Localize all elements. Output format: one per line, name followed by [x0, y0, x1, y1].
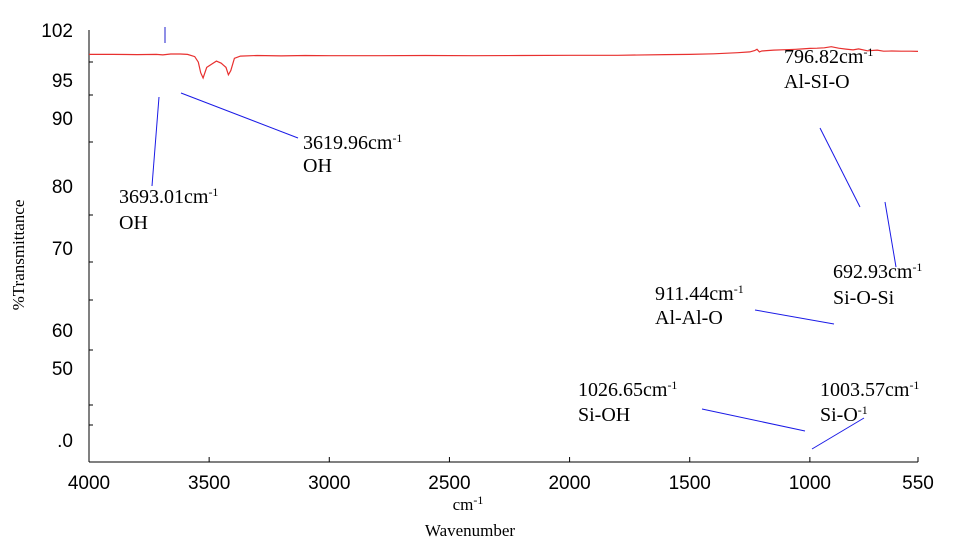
x-tick-label: 3000 [308, 473, 350, 494]
x-tick-label: 1000 [789, 473, 831, 494]
annotation-797-wavenumber: 796.82 [784, 46, 839, 68]
annotation-1027-sup: -1 [667, 378, 677, 392]
annotation-911-sup: -1 [734, 282, 744, 296]
y-tick-label: 70 [52, 239, 73, 260]
x-tick-label: 4000 [68, 473, 110, 494]
leader-3693 [151, 96, 160, 187]
y-tick-label: 50 [52, 359, 73, 380]
leader-1027 [701, 408, 806, 432]
annotation-693-assignment: Si-O-Si [833, 287, 895, 309]
leader-693 [884, 201, 897, 268]
annotation-1004-sup: -1 [909, 378, 919, 392]
annotation-693-unit: cm [888, 261, 913, 283]
x-ticks: 4000 3500 3000 2500 2000 1500 1000 550 [68, 457, 934, 494]
annotation-1027-unit: cm [643, 379, 668, 401]
annotation-3620-assignment: OH [303, 155, 332, 177]
annotation-693: 692.93cm-1 Si-O-Si [833, 254, 927, 309]
annotation-1004: 1003.57cm-1 Si-O-1 [820, 372, 924, 426]
annotation-1027: 1026.65cm-1 Si-OH [578, 372, 682, 426]
annotation-3693-sup: -1 [208, 185, 218, 199]
annotation-3693-assignment: OH [119, 212, 148, 234]
x-tick-label: 2500 [428, 473, 470, 494]
annotation-1027-assignment: Si-OH [578, 404, 630, 426]
y-tick-label: 60 [52, 321, 73, 342]
spectrum-line [89, 46, 919, 80]
annotation-3693: 3693.01cm-1 OH [119, 179, 223, 234]
y-tick-label: .0 [57, 431, 73, 452]
annotation-797-sup: -1 [863, 45, 873, 59]
annotation-797-unit: cm [839, 46, 864, 68]
annotation-3620-wavenumber: 3619.96 [303, 132, 368, 154]
y-axis-title: %Transmittance [9, 200, 28, 311]
annotation-693-sup: -1 [912, 260, 922, 274]
annotation-1004-assignment-sup: -1 [858, 403, 868, 417]
y-tick-label: 80 [52, 177, 73, 198]
annotation-1004-unit: cm [885, 379, 910, 401]
annotation-1004-wavenumber: 1003.57 [820, 379, 885, 401]
x-axis-unit-main: cm [453, 495, 474, 514]
annotation-797-assignment: Al-SI-O [784, 71, 850, 93]
x-tick-label: 2000 [548, 473, 590, 494]
leader-797 [819, 127, 861, 208]
annotation-911-unit: cm [709, 283, 734, 305]
y-ticks: 102 95 90 80 70 60 50 .0 [41, 21, 93, 452]
annotation-3620-sup: -1 [392, 131, 402, 145]
axes: 4000 3500 3000 2500 2000 1500 1000 550 102 95 90 8… [41, 21, 934, 494]
annotation-3693-wavenumber: 3693.01 [119, 186, 184, 208]
x-axis-title: Wavenumber [425, 521, 516, 540]
annotation-labels: 3693.01cm-1 OH 3619.96cm-1 OH 796.82cm-1… [119, 39, 927, 426]
leader-1004 [811, 417, 865, 450]
annotation-911-assignment: Al-Al-O [655, 307, 723, 329]
y-tick-label: 90 [52, 109, 73, 130]
leader-911 [754, 309, 835, 325]
annotation-693-wavenumber: 692.93 [833, 261, 888, 283]
annotation-3693-unit: cm [184, 186, 209, 208]
x-tick-label: 550 [902, 473, 934, 494]
x-axis-unit: cm-1 [453, 493, 484, 514]
annotation-797: 796.82cm-1 Al-SI-O [784, 39, 878, 93]
annotation-leaders [151, 92, 897, 450]
annotation-1027-wavenumber: 1026.65 [578, 379, 643, 401]
leader-3620 [180, 92, 299, 139]
annotation-911-wavenumber: 911.44 [655, 283, 709, 305]
annotation-911: 911.44cm-1 Al-Al-O [655, 276, 749, 329]
y-tick-label: 95 [52, 71, 73, 92]
y-tick-label: 102 [41, 21, 73, 42]
annotation-3620: 3619.96cm-1 OH [303, 125, 407, 177]
x-tick-label: 1500 [669, 473, 711, 494]
x-tick-label: 3500 [188, 473, 230, 494]
annotation-3620-unit: cm [368, 132, 393, 154]
x-axis-unit-sup: -1 [473, 493, 483, 507]
annotation-1004-assignment: Si-O [820, 404, 858, 426]
